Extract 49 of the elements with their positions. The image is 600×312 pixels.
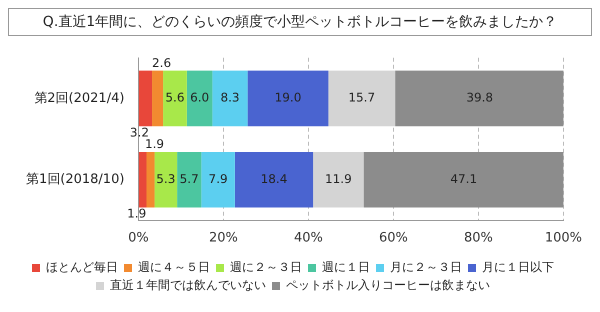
bar [186, 70, 212, 126]
legend-label: 直近１年間では飲んでいない [110, 278, 266, 292]
data-label: 1.9 [127, 206, 146, 221]
bar [313, 152, 364, 208]
data-label: 5.6 [165, 90, 185, 105]
bar [146, 152, 155, 208]
bar [138, 70, 152, 126]
bar [152, 70, 164, 126]
data-label: 1.9 [144, 137, 164, 152]
x-tick-label: 0% [128, 230, 149, 246]
data-label: 2.6 [152, 56, 172, 70]
legend-label: 月に１日以下 [482, 260, 554, 274]
data-label: 11.9 [325, 172, 352, 186]
bar [364, 152, 564, 208]
bar [248, 70, 328, 126]
legend-label: 月に２～３日 [390, 260, 462, 274]
data-label: 15.7 [348, 90, 376, 105]
data-label: 39.8 [466, 90, 494, 105]
data-label: 6.0 [190, 90, 210, 105]
y-tick-label: 第1回(2018/10) [26, 172, 124, 188]
legend-label: ペットボトル入りコーヒーは飲まない [286, 278, 490, 292]
bar [328, 70, 396, 126]
bar [212, 70, 248, 126]
bar [201, 152, 235, 208]
x-tick-label: 80% [464, 230, 493, 246]
data-label: 5.7 [180, 172, 199, 186]
bar [163, 70, 187, 126]
bar [138, 152, 146, 208]
data-label: 7.9 [208, 172, 228, 186]
data-label: 8.3 [220, 90, 240, 105]
bar [234, 152, 314, 208]
x-tick-label: 60% [378, 230, 408, 246]
bar [177, 152, 202, 208]
legend-label: 週に２～３日 [230, 260, 302, 274]
data-label: 3.2 [130, 125, 150, 140]
legend-label: 週に１日 [322, 260, 370, 274]
data-label: 18.4 [260, 172, 288, 186]
legend-label: ほとんど毎日 [46, 260, 118, 274]
bar [154, 152, 178, 208]
x-tick-label: 100% [544, 230, 582, 246]
x-tick-label: 40% [294, 230, 323, 246]
data-label: 47.1 [450, 172, 478, 186]
bar [395, 70, 564, 126]
x-tick-label: 20% [208, 230, 238, 246]
y-tick-label: 第2回(2021/4) [34, 90, 124, 106]
data-label: 19.0 [274, 90, 302, 105]
legend-label: 週に４～５日 [138, 260, 210, 274]
data-label: 5.3 [156, 172, 176, 186]
chart-title: Q.直近1年間に、どのくらいの頻度で小型ペットボトルコーヒーを飲みましたか？ [8, 8, 592, 36]
